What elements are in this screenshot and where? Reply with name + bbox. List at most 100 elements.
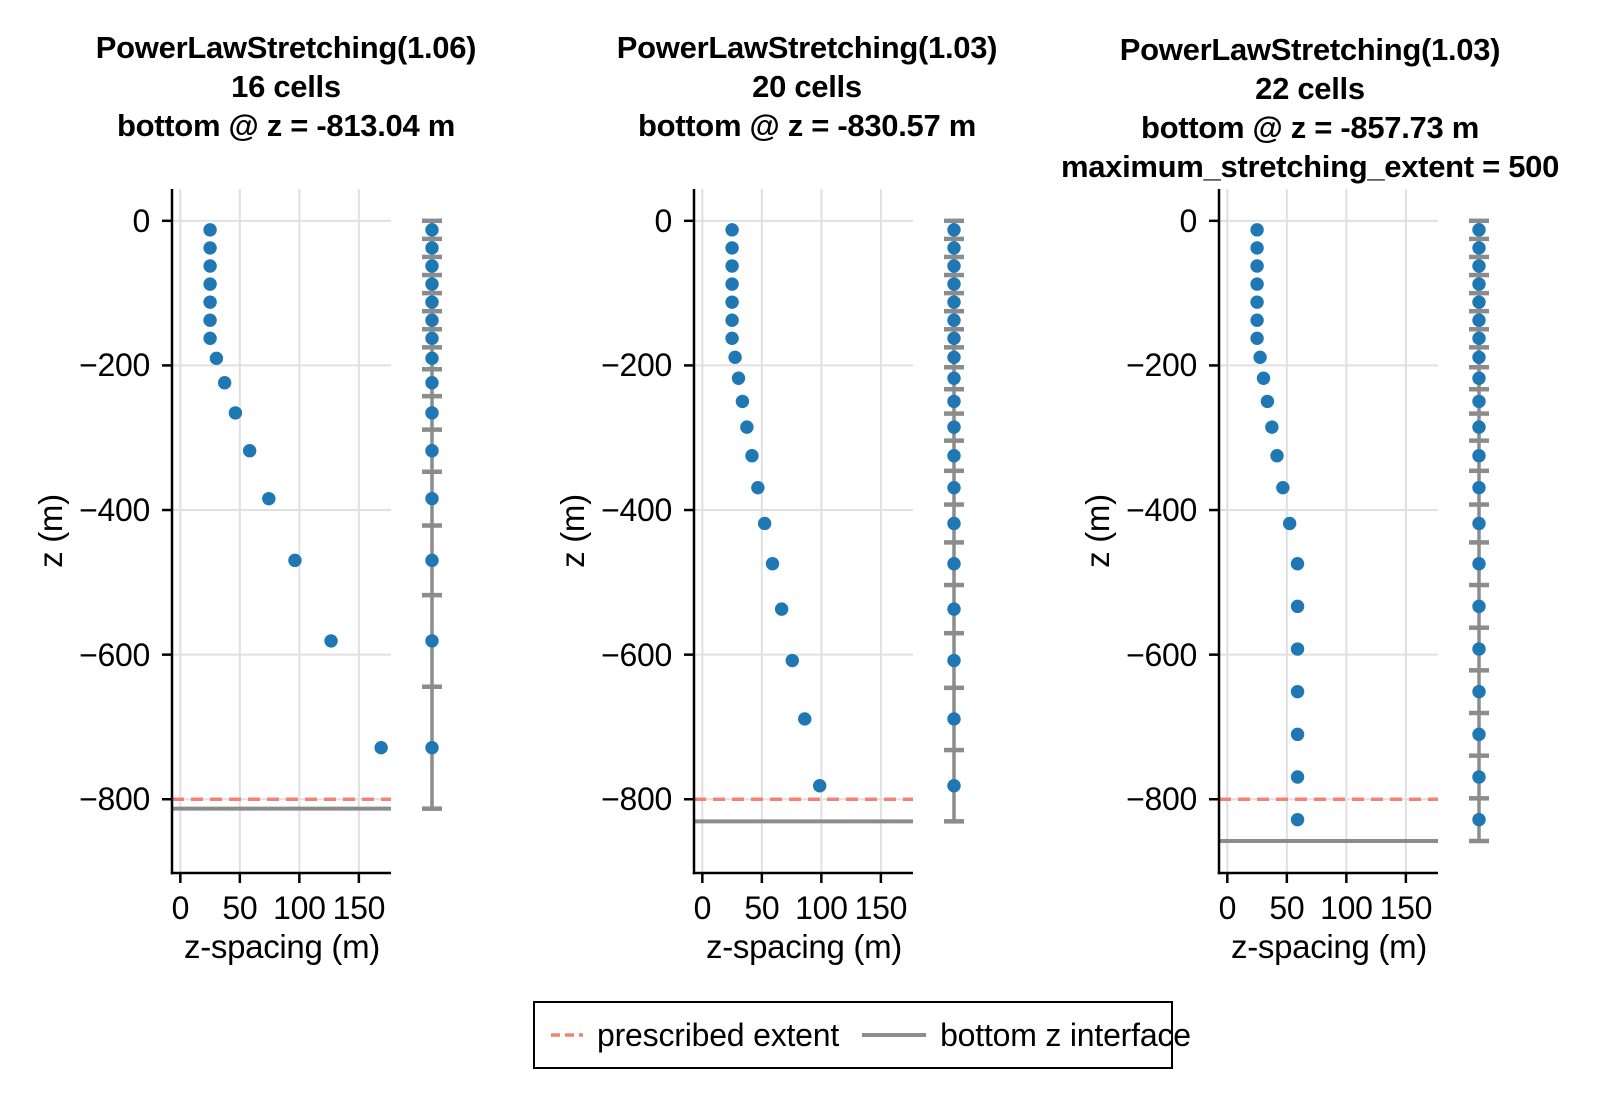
interface-tick bbox=[944, 540, 964, 545]
cell-spacing-point bbox=[228, 406, 243, 420]
cell-spacing-point bbox=[203, 277, 217, 291]
cell-spacing-point bbox=[203, 241, 217, 255]
interface-cell-point bbox=[425, 553, 439, 568]
interface-cell-point bbox=[1472, 371, 1486, 385]
interface-cell-point bbox=[947, 259, 961, 273]
interface-cell-point bbox=[1472, 350, 1486, 365]
subplot-1-x-axis-label: z-spacing (m) bbox=[184, 928, 380, 965]
subplot-2-title: PowerLawStretching(1.03) 20 cells bottom… bbox=[616, 30, 998, 143]
interface-cell-point bbox=[947, 653, 961, 668]
interface-cell-point bbox=[425, 295, 439, 309]
interface-tick bbox=[944, 236, 964, 242]
y-tick-label: 0 bbox=[1179, 202, 1198, 239]
cell-spacing-point bbox=[374, 740, 388, 755]
cell-spacing-point bbox=[324, 634, 338, 648]
interface-cell-point bbox=[425, 406, 439, 420]
y-tick-label: −200 bbox=[79, 347, 150, 384]
y-tick-label: −400 bbox=[601, 492, 672, 529]
cell-spacing-point bbox=[203, 259, 217, 273]
y-tick-label: 0 bbox=[654, 202, 673, 239]
interface-cell-point bbox=[1472, 259, 1486, 273]
cell-spacing-point bbox=[1290, 727, 1305, 742]
cell-spacing-point bbox=[242, 444, 257, 458]
y-tick-label: −800 bbox=[79, 781, 150, 818]
interface-cell-point bbox=[425, 259, 439, 273]
cell-spacing-point bbox=[1270, 449, 1284, 463]
interface-cell-point bbox=[425, 223, 439, 237]
interface-tick bbox=[1469, 254, 1489, 260]
cell-spacing-point bbox=[1290, 684, 1305, 699]
interface-tick bbox=[944, 365, 964, 370]
interface-tick bbox=[1469, 411, 1489, 416]
interface-cell-point bbox=[947, 394, 961, 409]
interface-tick bbox=[422, 592, 442, 598]
cell-spacing-point bbox=[1256, 371, 1271, 385]
interface-cell-point bbox=[1472, 313, 1486, 327]
interface-tick bbox=[422, 367, 442, 372]
interface-cell-point bbox=[1472, 727, 1486, 742]
interface-cell-point bbox=[1472, 770, 1486, 784]
interface-tick bbox=[1469, 308, 1489, 314]
cell-spacing-point bbox=[725, 313, 739, 327]
cell-spacing-point bbox=[740, 420, 754, 434]
interface-cell-point bbox=[1472, 277, 1486, 291]
interface-tick bbox=[1469, 668, 1489, 673]
cell-spacing-point bbox=[1250, 313, 1264, 327]
interface-tick bbox=[422, 272, 442, 278]
subplot-1-title: PowerLawStretching(1.06) 16 cells bottom… bbox=[95, 30, 477, 143]
interface-tick bbox=[944, 218, 964, 224]
interface-cell-point bbox=[1472, 295, 1486, 309]
interface-cell-point bbox=[425, 634, 439, 648]
interface-tick bbox=[944, 685, 964, 691]
cell-spacing-point bbox=[1250, 259, 1264, 273]
interface-tick bbox=[1469, 582, 1489, 588]
prescribed-extent-line-sample bbox=[551, 1033, 583, 1037]
interface-cell-point bbox=[947, 420, 961, 434]
interface-cell-point bbox=[1472, 599, 1486, 614]
cell-spacing-point bbox=[1276, 480, 1290, 495]
interface-cell-point bbox=[947, 371, 961, 385]
x-tick-label: 100 bbox=[273, 890, 326, 926]
interface-tick bbox=[944, 438, 964, 443]
interface-cell-point bbox=[1472, 516, 1486, 531]
interface-tick bbox=[1469, 753, 1489, 758]
x-tick-label: 100 bbox=[795, 890, 848, 926]
subplot-2-x-axis-label: z-spacing (m) bbox=[706, 928, 902, 965]
interface-cell-point bbox=[425, 444, 439, 458]
interface-cell-point bbox=[947, 295, 961, 309]
subplot-3-x-axis-label: z-spacing (m) bbox=[1231, 928, 1427, 965]
interface-cell-point bbox=[947, 480, 961, 495]
interface-cell-point bbox=[947, 779, 961, 793]
interface-tick bbox=[944, 747, 964, 753]
interface-tick bbox=[422, 393, 442, 399]
interface-cell-point bbox=[947, 241, 961, 255]
cell-spacing-point bbox=[203, 331, 217, 346]
cell-spacing-point bbox=[725, 295, 739, 309]
cell-spacing-point bbox=[725, 277, 739, 291]
interface-cell-point bbox=[1472, 642, 1486, 656]
interface-tick bbox=[944, 819, 964, 824]
interface-cell-point bbox=[1472, 223, 1486, 237]
interface-tick bbox=[422, 427, 442, 432]
interface-tick bbox=[944, 386, 964, 392]
interface-tick bbox=[944, 254, 964, 260]
interface-cell-point bbox=[947, 223, 961, 237]
interface-tick bbox=[944, 272, 964, 278]
interface-tick bbox=[944, 502, 964, 507]
interface-tick bbox=[422, 327, 442, 332]
interface-tick bbox=[944, 411, 964, 416]
interface-tick bbox=[422, 523, 442, 528]
cell-spacing-point bbox=[1253, 350, 1267, 365]
interface-cell-point bbox=[425, 313, 439, 327]
interface-tick bbox=[944, 308, 964, 314]
cell-spacing-point bbox=[1282, 516, 1297, 531]
interface-tick bbox=[422, 236, 442, 242]
interface-tick bbox=[422, 290, 442, 296]
interface-cell-point bbox=[425, 491, 439, 506]
interface-tick bbox=[1469, 236, 1489, 242]
cell-spacing-point bbox=[728, 350, 742, 365]
cell-spacing-point bbox=[1250, 295, 1264, 309]
y-tick-label: −600 bbox=[601, 636, 672, 673]
legend: prescribed extent bottom z interface bbox=[533, 1001, 1191, 1069]
